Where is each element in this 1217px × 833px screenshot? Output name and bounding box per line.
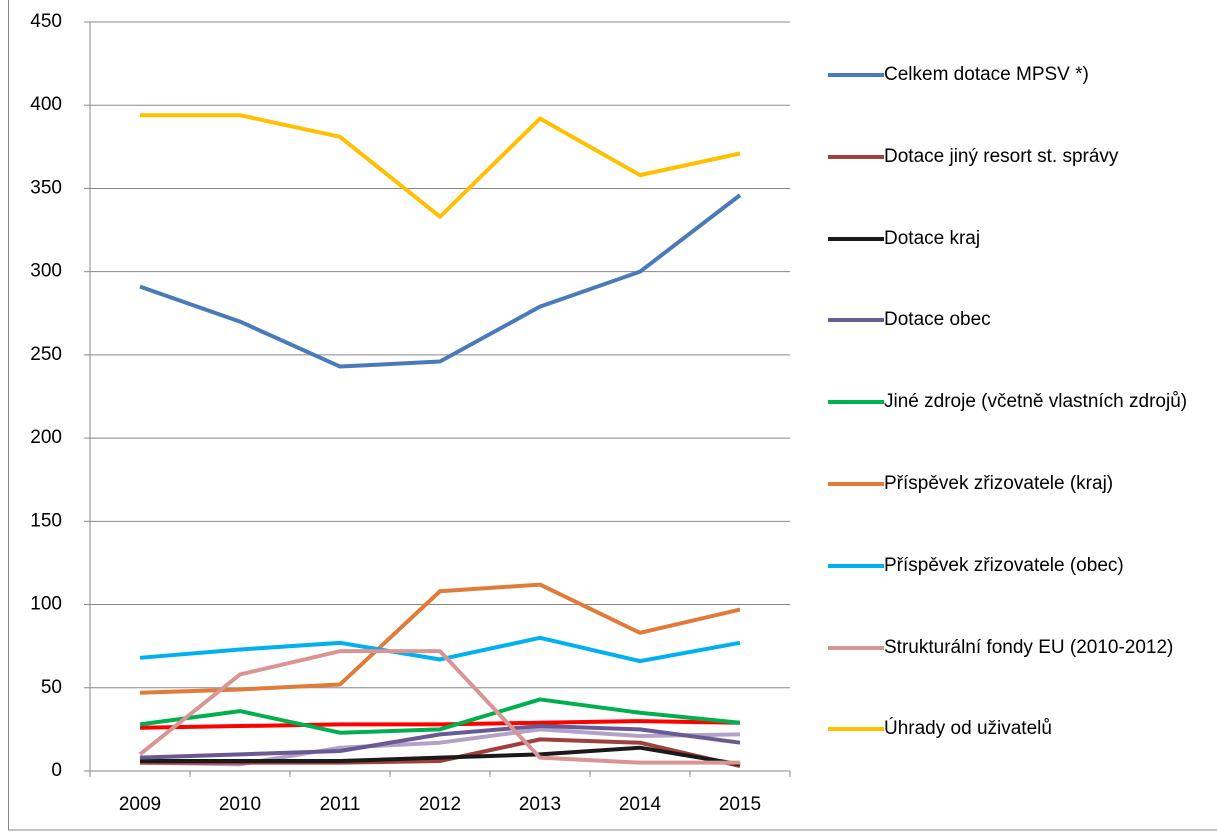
y-tick-label: 250 — [30, 344, 62, 365]
legend-item: Příspěvek zřizovatele (obec) — [828, 551, 1208, 580]
legend-swatch — [828, 563, 884, 568]
series-line — [139, 582, 741, 695]
legend-item: Úhrady od uživatelů — [828, 714, 1208, 743]
y-tick-label: 50 — [41, 677, 62, 698]
y-tick-label: 300 — [30, 261, 62, 282]
y-tick-label: 150 — [30, 510, 62, 531]
legend-item: Strukturální fondy EU (2010-2012) — [828, 633, 1208, 662]
legend-label: Jiné zdroje (včetně vlastních zdrojů) — [884, 391, 1188, 413]
legend-swatch — [828, 73, 884, 77]
y-tick-label: 0 — [51, 760, 62, 781]
legend-item: Jiné zdroje (včetně vlastních zdrojů) — [828, 387, 1208, 416]
frame — [8, 0, 1217, 831]
legend-item: Příspěvek zřizovatele (kraj) — [828, 469, 1208, 498]
legend-swatch — [828, 482, 884, 486]
x-tick-label: 2012 — [419, 794, 461, 815]
series-line — [139, 697, 741, 735]
series-line — [139, 635, 741, 664]
legend-item: Dotace jiný resort st. správy — [828, 142, 1208, 171]
series-line — [140, 745, 741, 767]
legend-swatch — [828, 727, 884, 732]
legend-label: Strukturální fondy EU (2010-2012) — [884, 636, 1174, 658]
legend-label: Úhrady od uživatelů — [884, 718, 1052, 740]
y-tick-label: 400 — [30, 94, 62, 115]
legend-swatch — [828, 236, 884, 241]
legend-item: Celkem dotace MPSV *) — [828, 60, 1208, 89]
series-line — [139, 724, 741, 760]
x-tick-label: 2011 — [320, 794, 361, 815]
legend-swatch — [828, 400, 884, 405]
y-tick-label: 450 — [30, 11, 62, 32]
x-tick-label: 2015 — [719, 794, 761, 815]
series-line — [138, 649, 740, 765]
legend-label: Dotace jiný resort st. správy — [884, 145, 1119, 167]
x-tick-label: 2014 — [619, 794, 662, 815]
x-tick-label: 2010 — [219, 794, 261, 815]
legend-swatch — [828, 645, 884, 650]
legend-item: Dotace obec — [828, 305, 1208, 334]
y-tick-label: 100 — [30, 594, 62, 615]
series-line — [139, 193, 742, 369]
series-line — [139, 719, 741, 730]
legend-label: Příspěvek zřizovatele (kraj) — [884, 473, 1114, 494]
legend-label: Dotace kraj — [884, 227, 981, 249]
x-tick-label: 2013 — [519, 794, 561, 815]
x-tick-label: 2009 — [119, 794, 161, 815]
legend-label: Příspěvek zřizovatele (obec) — [884, 554, 1124, 576]
y-tick-label: 200 — [30, 427, 62, 448]
y-tick-label: 350 — [30, 177, 62, 198]
legend-swatch — [828, 154, 884, 159]
legend-swatch — [828, 318, 884, 323]
legend-label: Celkem dotace MPSV *) — [884, 64, 1089, 85]
legend-label: Dotace obec — [884, 309, 991, 331]
series-line — [140, 113, 741, 219]
legend-item: Dotace kraj — [828, 224, 1208, 253]
